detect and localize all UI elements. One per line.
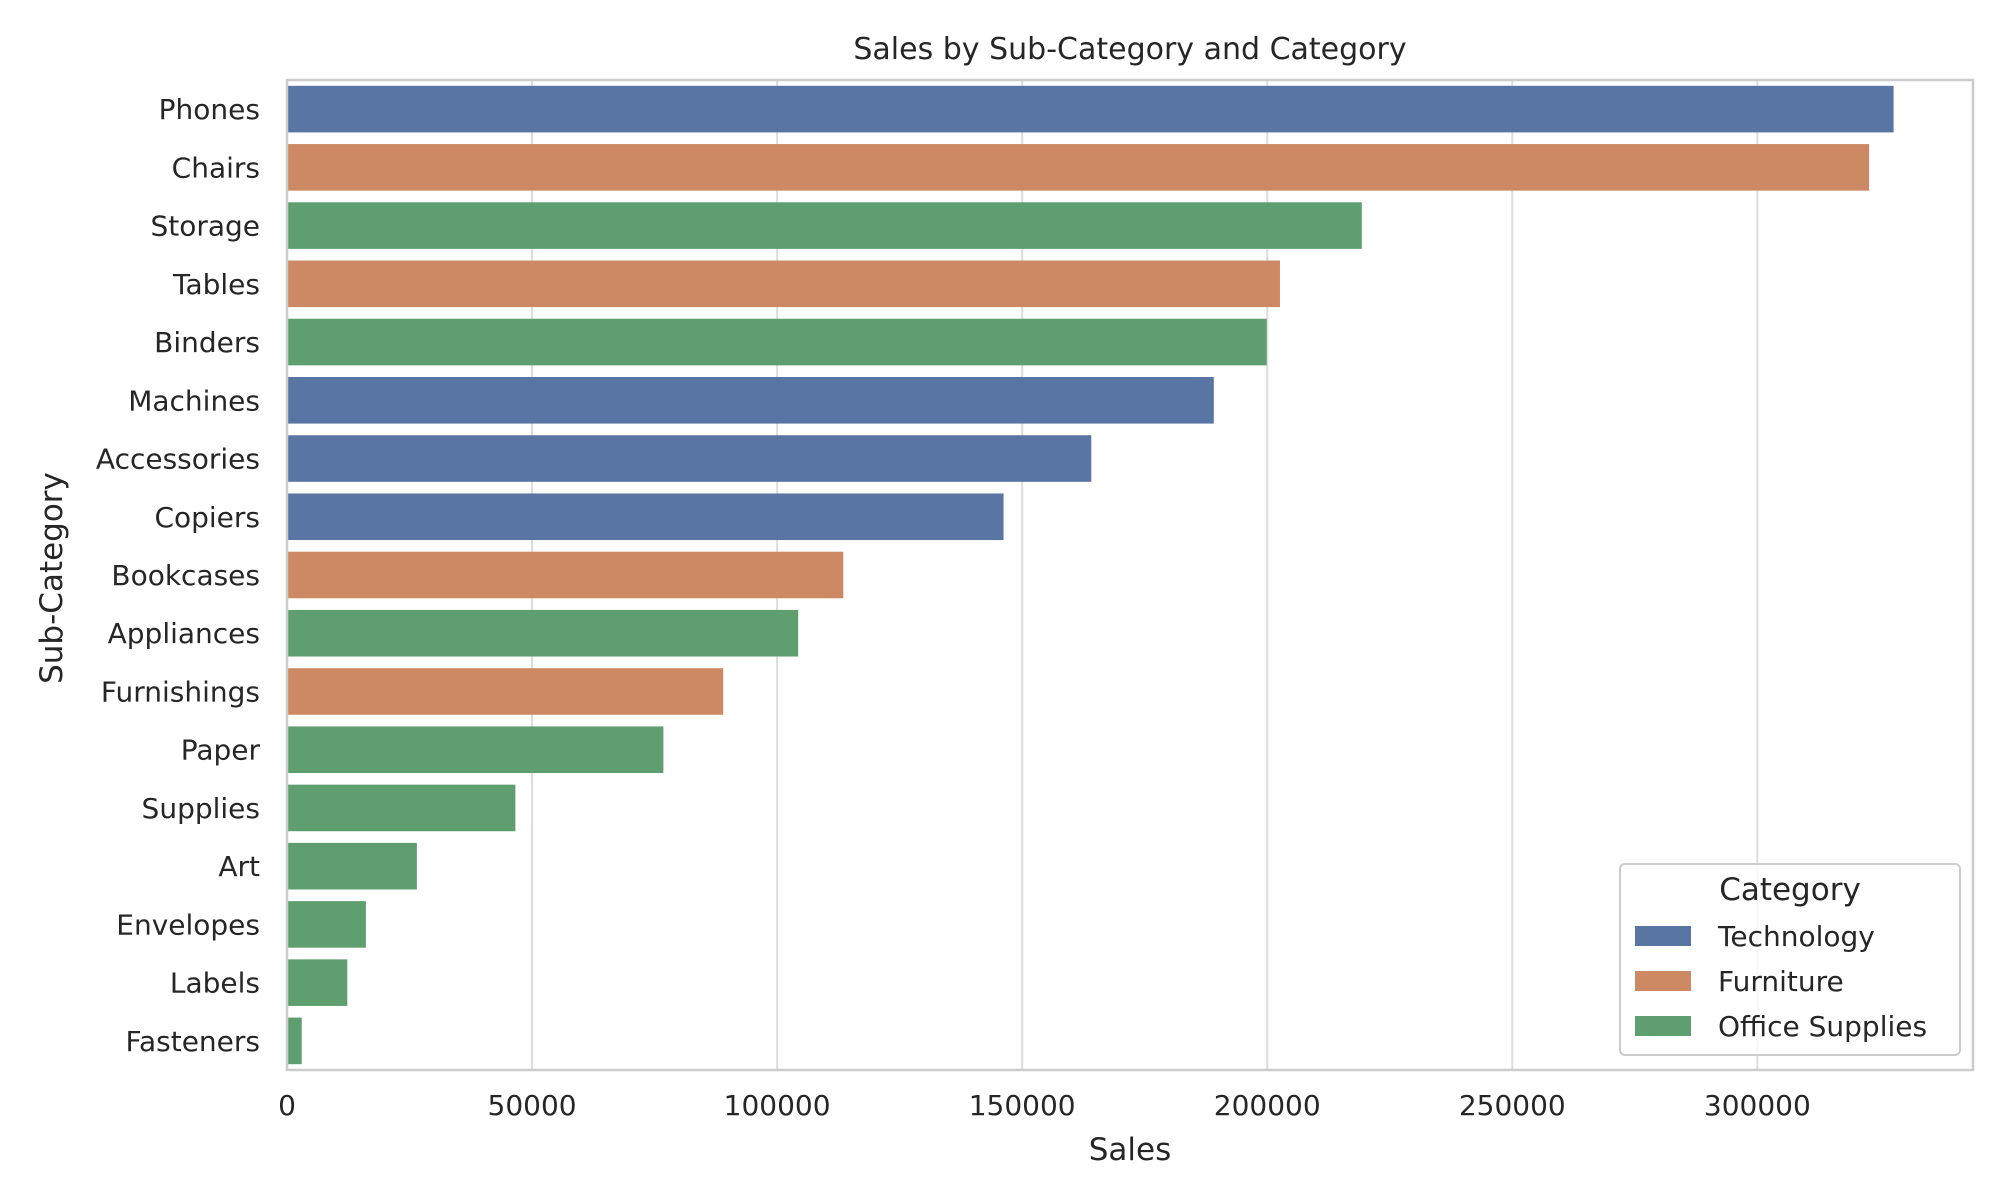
y-tick-label: Furnishings <box>101 675 260 708</box>
x-tick-label: 250000 <box>1459 1089 1566 1122</box>
x-tick-label: 50000 <box>488 1089 577 1122</box>
bar-machines <box>287 377 1214 424</box>
bar-tables <box>287 260 1280 308</box>
y-tick-label: Labels <box>170 967 260 1000</box>
legend-entry-label: Technology <box>1717 920 1875 953</box>
legend-entry-label: Office Supplies <box>1718 1010 1927 1043</box>
y-tick-label: Phones <box>159 93 260 126</box>
y-tick-label: Tables <box>172 268 260 301</box>
bar-fasteners <box>287 1017 302 1065</box>
x-axis-label: Sales <box>1089 1132 1172 1168</box>
x-tick-labels: 0 50000 100000 150000 200000 250000 300000 <box>278 1089 1811 1122</box>
bar-copiers <box>287 493 1004 541</box>
legend-swatch <box>1635 1016 1691 1036</box>
y-tick-label: Storage <box>150 210 260 243</box>
bar-paper <box>287 726 664 773</box>
bar-appliances <box>287 609 799 657</box>
y-tick-label: Supplies <box>142 792 260 825</box>
bar-art <box>287 842 417 890</box>
x-tick-label: 150000 <box>969 1089 1076 1122</box>
y-tick-label: Copiers <box>154 501 260 534</box>
legend-title: Category <box>1719 872 1861 908</box>
legend: Category Technology Furniture Office Suppl… <box>1619 863 1961 1056</box>
bar-accessories <box>287 435 1092 482</box>
x-tick-label: 100000 <box>724 1089 831 1122</box>
y-tick-label: Fasteners <box>125 1025 260 1058</box>
x-tick-label: 0 <box>278 1089 296 1122</box>
y-axis-label: Sub-Category <box>34 472 70 684</box>
legend-box <box>1619 863 1961 1056</box>
plot-frame <box>285 78 1975 1072</box>
bar-labels <box>287 959 348 1006</box>
bar-chairs <box>287 144 1870 191</box>
y-tick-label: Art <box>218 850 260 883</box>
bar-bookcases <box>287 551 844 599</box>
x-tick-label: 300000 <box>1704 1089 1811 1122</box>
legend-swatch <box>1635 926 1691 946</box>
y-tick-label: Accessories <box>96 443 260 476</box>
bar-supplies <box>287 784 516 832</box>
y-tick-label: Paper <box>181 734 261 767</box>
y-tick-label: Binders <box>154 326 260 359</box>
y-tick-label: Appliances <box>108 617 260 650</box>
bar-envelopes <box>287 901 366 948</box>
y-tick-label: Machines <box>128 384 260 417</box>
legend-entry-label: Furniture <box>1718 965 1844 998</box>
y-tick-label: Bookcases <box>111 559 260 592</box>
bar-furnishings <box>287 668 724 715</box>
legend-swatch <box>1635 971 1691 991</box>
y-tick-label: Chairs <box>172 151 260 184</box>
bar-storage <box>287 202 1362 249</box>
y-tick-label: Envelopes <box>116 908 260 941</box>
x-tick-label: 200000 <box>1214 1089 1321 1122</box>
chart-title: Sales by Sub-Category and Category <box>853 32 1406 67</box>
bar-binders <box>287 318 1267 366</box>
bar-phones <box>287 85 1894 133</box>
y-tick-labels: Phones Chairs Storage Tables Binders Machines… <box>96 93 261 1058</box>
bars <box>287 85 1894 1065</box>
